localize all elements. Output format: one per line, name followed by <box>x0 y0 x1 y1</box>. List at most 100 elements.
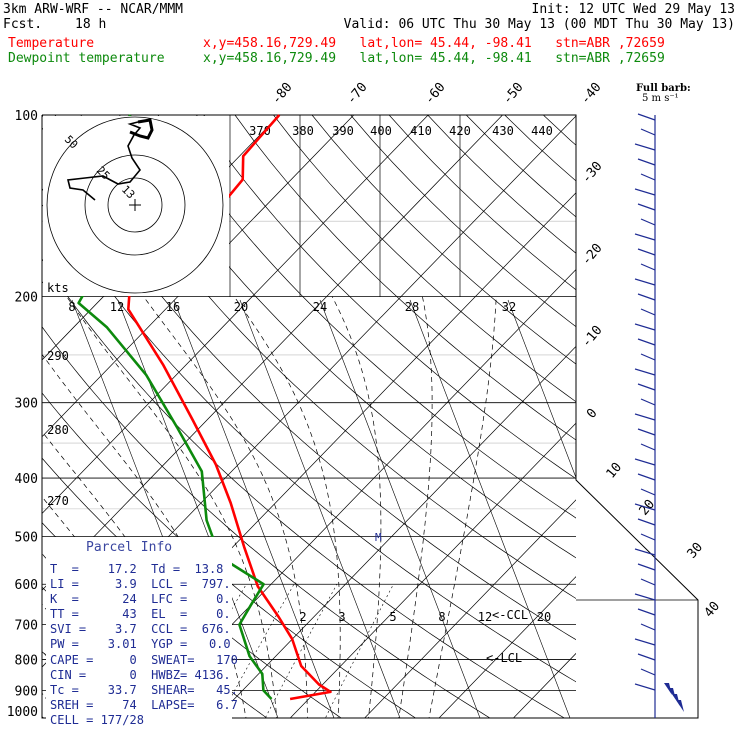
wind-barb <box>637 383 656 391</box>
melting-level-mark: M <box>375 531 382 544</box>
parcel-row: TT = 43 EL = 0. <box>50 607 231 621</box>
wind-barb <box>640 308 656 316</box>
wind-barb <box>640 128 656 136</box>
isotherm-tick-label: -20 <box>579 241 606 269</box>
wind-barb <box>640 218 656 226</box>
parcel-row: T = 17.2 Td = 13.8 <box>50 562 224 576</box>
parcel-row: SREH = 74 LAPSE= 6.7 <box>50 698 238 712</box>
pressure-tick-label: 900 <box>15 684 38 699</box>
isotherm-line <box>215 345 576 718</box>
dry-adiabat-line <box>620 115 740 731</box>
aux-grid-line <box>319 299 481 718</box>
mixing-ratio-label: 24 <box>313 300 327 314</box>
parcel-row: CIN = 0 HWBZ= 4136. <box>50 668 231 682</box>
theta-label: 430 <box>492 124 514 138</box>
model-title: 3km ARW-WRF -- NCAR/MMM <box>3 2 184 17</box>
moist-adiabat-line <box>331 296 382 718</box>
pressure-tick-label: 700 <box>15 619 38 634</box>
ccl-annotation: <-CCL <box>492 608 528 622</box>
wind-barb <box>640 398 656 406</box>
isotherm-tick-label: 0 <box>584 406 601 422</box>
isotherm-tick-label: -70 <box>344 80 371 108</box>
hodograph-ring <box>107 177 163 233</box>
wind-barb <box>637 113 656 121</box>
pressure-tick-label: 500 <box>15 530 38 545</box>
hodograph-trace-bold <box>129 118 154 140</box>
mixing-ratio-label: 3 <box>338 610 345 624</box>
isotherm-tick-label: 40 <box>702 599 724 621</box>
wind-barb <box>637 158 656 166</box>
dry-adiabat-line <box>80 115 576 599</box>
isotherm-line <box>364 499 576 718</box>
wind-barb <box>637 473 656 481</box>
theta-label: 390 <box>332 124 354 138</box>
aux-grid-line <box>507 299 576 479</box>
mixing-ratio-label: 5 <box>389 610 396 624</box>
parcel-row: LI = 3.9 LCL = 797. <box>50 577 231 591</box>
wind-scale-label: Full barb: <box>636 83 691 94</box>
dry-adiabat-line <box>42 326 491 718</box>
theta-left-label: 280 <box>47 423 69 437</box>
wind-barb <box>634 593 656 601</box>
isotherm-line <box>512 652 576 718</box>
pressure-tick-label: 300 <box>15 397 38 412</box>
wind-barb <box>634 458 656 466</box>
wind-flag <box>664 683 672 695</box>
isotherm-line <box>42 115 503 591</box>
parcel-row: SVI = 3.7 CCL = 676. <box>50 622 231 636</box>
wind-barb <box>637 653 656 661</box>
wind-barb <box>634 323 656 331</box>
moist-adiabat-line <box>398 296 433 718</box>
mixing-ratio-label: 32 <box>502 300 516 314</box>
theta-left-label: 270 <box>47 494 69 508</box>
hodograph-units-label: kts <box>47 281 69 295</box>
wind-barb <box>640 533 656 541</box>
theta-label: 420 <box>449 124 471 138</box>
wind-barb <box>634 233 656 241</box>
mixing-ratio-label: 12 <box>478 610 492 624</box>
pressure-tick-label: 800 <box>15 654 38 669</box>
wind-barb <box>634 188 656 196</box>
aux-grid-line <box>117 299 279 718</box>
moist-adiabat-line <box>42 353 247 718</box>
legend-temperature: Temperature <box>8 36 95 51</box>
valid-time: Valid: 06 UTC Thu 30 May 13 (00 MDT Thu … <box>343 17 735 32</box>
wind-barb <box>634 683 656 691</box>
dry-adiabat-line <box>465 115 576 218</box>
mixing-ratio-label: 8 <box>68 300 75 314</box>
wind-barb <box>637 428 656 436</box>
wind-barb <box>637 203 656 211</box>
dry-adiabat-line <box>736 115 740 731</box>
dry-adiabat-line <box>157 115 576 519</box>
theta-label: 380 <box>292 124 314 138</box>
dry-adiabat-line <box>350 115 576 328</box>
pressure-tick-label: 600 <box>15 578 38 593</box>
isotherm-line <box>42 115 354 438</box>
forecast-label: Fcst. <box>3 17 43 32</box>
dry-adiabat-line <box>42 115 576 641</box>
lcl-annotation: <-LCL <box>486 651 522 665</box>
moist-adiabat-line <box>428 296 497 718</box>
dry-adiabat-line <box>42 258 566 718</box>
isotherm-line <box>42 115 429 515</box>
dry-adiabat-line <box>119 115 576 559</box>
wind-barb <box>634 503 656 511</box>
pressure-tick-label: 400 <box>15 472 38 487</box>
theta-label: 410 <box>410 124 432 138</box>
dry-adiabat-line <box>504 115 576 182</box>
isotherm-line <box>289 422 576 718</box>
wind-barb <box>640 578 656 586</box>
wind-barb <box>640 623 656 631</box>
pressure-tick-label: 100 <box>15 109 38 124</box>
pressure-tick-label: 200 <box>15 291 38 306</box>
wind-barb <box>634 143 656 151</box>
moist-adiabat-line <box>143 296 308 718</box>
dry-adiabat-line <box>196 115 576 480</box>
dry-adiabat-line <box>427 115 576 254</box>
parcel-row: Tc = 33.7 SHEAR= 45. <box>50 683 238 697</box>
wind-barb <box>640 443 656 451</box>
parcel-row: PW = 3.01 YGP = 0.0 <box>50 637 231 651</box>
mixing-ratio-label: 12 <box>110 300 124 314</box>
aux-grid-line <box>239 299 401 718</box>
wind-barb <box>640 488 656 496</box>
